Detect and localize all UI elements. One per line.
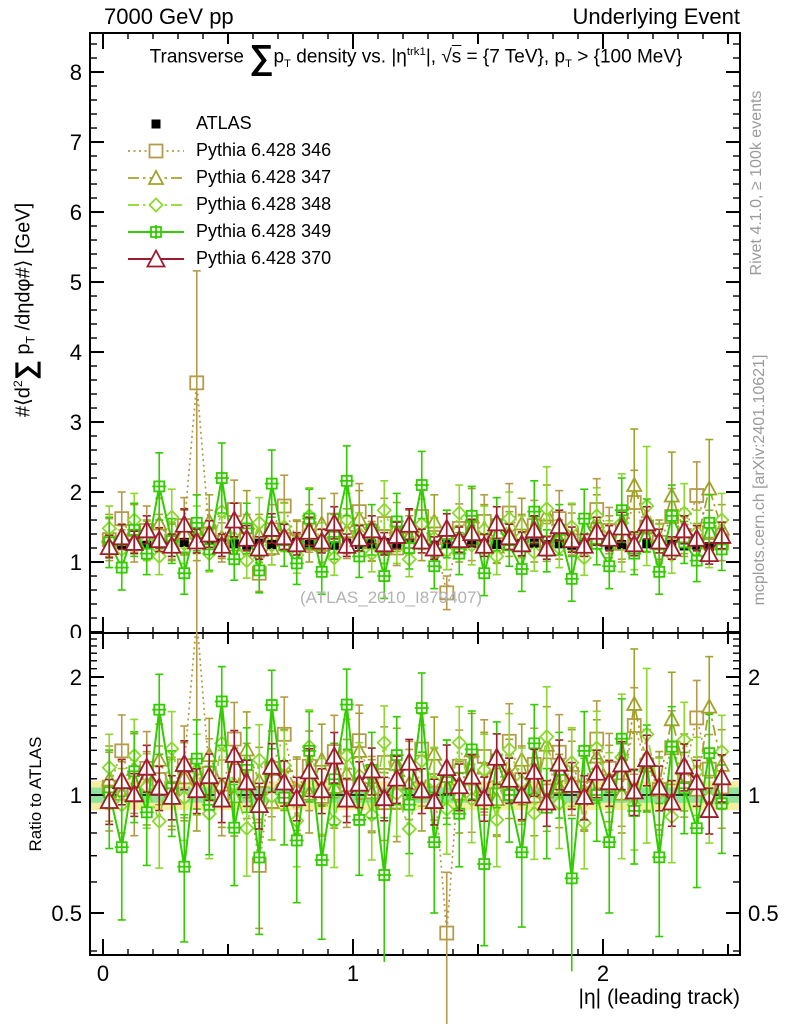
- legend-item-pythia-347: Pythia 6.428 347: [126, 164, 331, 191]
- legend-item-pythia-348: Pythia 6.428 348: [126, 191, 331, 218]
- legend-item-pythia-370: Pythia 6.428 370: [126, 245, 331, 272]
- legend-item-atlas: ATLAS: [126, 110, 331, 137]
- svg-text:1: 1: [70, 783, 82, 808]
- svg-text:6: 6: [70, 200, 82, 225]
- atlas-marker-icon: [151, 119, 161, 128]
- svg-text:2: 2: [597, 961, 609, 986]
- beam-info: 7000 GeV pp: [104, 4, 234, 29]
- y-axis-label-main: #⟨d2∑ pT /dηdφ#⟩ [GeV]: [9, 202, 41, 418]
- svg-text:1: 1: [748, 783, 760, 808]
- y-axis-label-ratio: Ratio to ATLAS: [26, 736, 45, 852]
- mcplots-reference-note: mcplots.cern.ch [arXiv:2401.10621]: [751, 354, 768, 606]
- svg-text:1: 1: [70, 550, 82, 575]
- svg-text:2: 2: [748, 665, 760, 690]
- svg-text:0: 0: [97, 961, 109, 986]
- pythia-370-marker-icon: [128, 248, 184, 267]
- pythia-346-marker-icon: [128, 143, 184, 158]
- svg-text:0.5: 0.5: [51, 901, 82, 926]
- svg-text:0: 0: [70, 620, 82, 645]
- analysis-id-watermark: (ATLAS_2010_I879407): [300, 588, 483, 607]
- svg-text:3: 3: [70, 410, 82, 435]
- plot-title: Transverse ∑pT density vs. |ηtrk1|, √s =…: [149, 38, 683, 77]
- svg-text:1: 1: [347, 961, 359, 986]
- legend: ATLAS Pythia 6.428 346 Pythia 6.428 347 …: [126, 110, 331, 272]
- sum-symbol: ∑: [249, 38, 274, 77]
- svg-text:2: 2: [70, 480, 82, 505]
- legend-item-pythia-349: Pythia 6.428 349: [126, 218, 331, 245]
- analysis-group: Underlying Event: [572, 4, 740, 29]
- svg-text:0.5: 0.5: [748, 901, 779, 926]
- pythia-349-marker-icon: [128, 224, 184, 239]
- rivet-version-note: Rivet 4.1.0, ≥ 100k events: [748, 90, 765, 276]
- svg-text:5: 5: [70, 270, 82, 295]
- svg-text:2: 2: [70, 665, 82, 690]
- svg-text:8: 8: [70, 60, 82, 85]
- x-axis-label: |η| (leading track): [578, 986, 740, 1009]
- pythia-347-marker-icon: [128, 168, 184, 185]
- pythia-348-marker-icon: [128, 196, 184, 213]
- legend-item-pythia-346: Pythia 6.428 346: [126, 137, 331, 164]
- svg-text:4: 4: [70, 340, 82, 365]
- svg-text:7: 7: [70, 130, 82, 155]
